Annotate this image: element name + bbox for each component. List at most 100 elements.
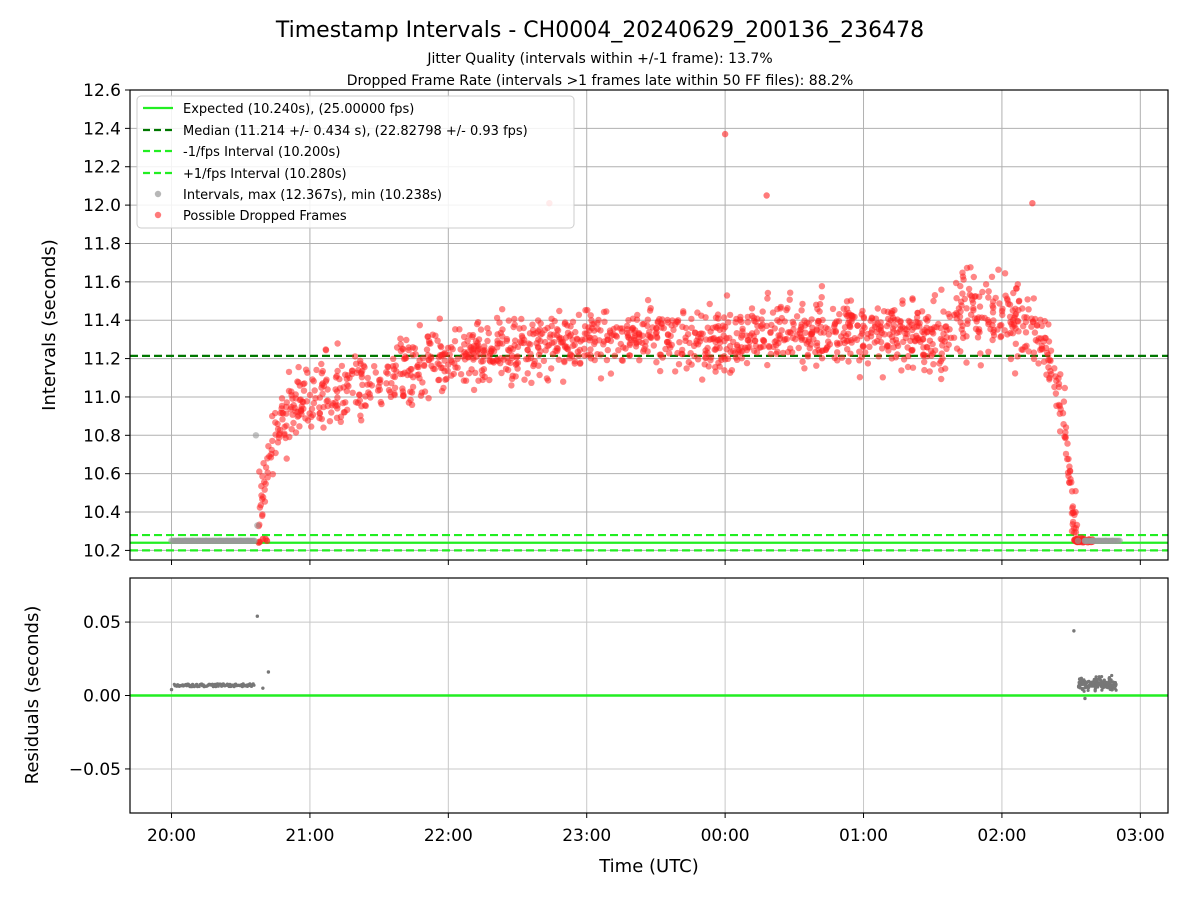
dropped-frame-point bbox=[783, 335, 790, 343]
dropped-frame-point bbox=[916, 323, 923, 330]
dropped-frame-point bbox=[885, 342, 892, 350]
dropped-frame-point bbox=[526, 330, 534, 337]
dropped-frame-point bbox=[848, 339, 855, 346]
dropped-frame-point bbox=[1015, 298, 1023, 305]
dropped-frame-point bbox=[754, 322, 761, 330]
dropped-frame-point bbox=[338, 362, 346, 370]
dropped-frame-point bbox=[376, 386, 383, 393]
dropped-frame-point bbox=[587, 312, 594, 319]
dropped-frame-point bbox=[283, 399, 290, 406]
dropped-frame-point bbox=[777, 303, 785, 311]
dropped-frame-point bbox=[537, 320, 544, 327]
dropped-frame-point bbox=[272, 431, 279, 438]
dropped-frame-point bbox=[675, 361, 683, 368]
dropped-frame-point bbox=[263, 537, 271, 545]
dropped-frame-point bbox=[644, 348, 651, 355]
dropped-frame-point bbox=[982, 281, 990, 288]
residual-point bbox=[1077, 680, 1081, 685]
dropped-frame-point bbox=[938, 366, 945, 374]
dropped-frame-point bbox=[721, 367, 728, 374]
dropped-frame-point bbox=[328, 409, 335, 416]
dropped-frame-point bbox=[540, 357, 548, 365]
dropped-frame-point bbox=[444, 344, 452, 352]
dropped-frame-point bbox=[879, 374, 886, 381]
dropped-frame-point bbox=[497, 360, 504, 367]
dropped-frame-point bbox=[921, 358, 928, 366]
dropped-frame-point bbox=[316, 409, 323, 417]
dropped-frame-point bbox=[976, 303, 984, 310]
dropped-frame-point bbox=[594, 351, 601, 358]
dropped-frame-point bbox=[308, 405, 316, 413]
dropped-frame-point bbox=[1021, 314, 1028, 321]
dropped-frame-point bbox=[866, 343, 873, 350]
residual-point bbox=[1103, 685, 1107, 689]
dropped-frame-point bbox=[508, 375, 516, 382]
dropped-frame-point bbox=[581, 345, 588, 352]
dropped-frame-point bbox=[786, 328, 793, 336]
residual-point bbox=[1082, 689, 1086, 693]
dropped-frame-point bbox=[816, 300, 824, 308]
dropped-frame-point bbox=[600, 341, 607, 348]
dropped-frame-point bbox=[901, 325, 908, 333]
interval-point bbox=[244, 537, 251, 544]
dropped-frame-point bbox=[603, 356, 611, 364]
dropped-frame-point bbox=[606, 327, 614, 334]
dropped-frame-point bbox=[388, 380, 395, 387]
dropped-frame-point bbox=[371, 363, 378, 370]
dropped-frame-point bbox=[964, 317, 971, 324]
dropped-frame-point bbox=[862, 349, 869, 356]
dropped-frame-point bbox=[431, 365, 438, 373]
dropped-frame-point bbox=[793, 331, 801, 338]
dropped-frame-point bbox=[423, 346, 431, 353]
dropped-frame-point bbox=[909, 296, 916, 303]
dropped-frame-point bbox=[311, 387, 318, 394]
residual-outlier bbox=[261, 686, 265, 690]
top-y-tick-label: 11.0 bbox=[83, 388, 121, 408]
dropped-frame-point bbox=[974, 334, 982, 341]
residual-point bbox=[1097, 675, 1101, 679]
dropped-frame-point bbox=[999, 311, 1006, 319]
interval-point bbox=[237, 537, 244, 544]
dropped-frame-point bbox=[425, 395, 432, 402]
dropped-frame-point bbox=[721, 130, 729, 138]
dropped-frame-point bbox=[544, 324, 551, 332]
dropped-frame-point bbox=[408, 401, 416, 408]
dropped-frame-point bbox=[881, 331, 888, 338]
dropped-frame-point bbox=[953, 345, 961, 352]
dropped-frame-point bbox=[699, 376, 706, 383]
dropped-frame-point bbox=[535, 328, 542, 335]
residual-point bbox=[1105, 681, 1109, 685]
dropped-frame-point bbox=[619, 357, 626, 364]
dropped-frame-point bbox=[472, 369, 479, 376]
dropped-frame-point bbox=[352, 399, 360, 406]
dropped-frame-point bbox=[995, 266, 1002, 273]
dropped-frame-point bbox=[507, 359, 514, 367]
dropped-frame-point bbox=[390, 366, 398, 373]
dropped-frame-point bbox=[682, 324, 690, 332]
dropped-frame-point bbox=[688, 361, 695, 368]
dropped-frame-point bbox=[1011, 370, 1019, 377]
dropped-frame-point bbox=[279, 409, 286, 416]
dropped-frame-point bbox=[1014, 353, 1021, 360]
dropped-frame-point bbox=[763, 192, 770, 199]
dropped-frame-point bbox=[412, 351, 419, 358]
dropped-frame-point bbox=[976, 329, 983, 336]
dropped-frame-point bbox=[407, 396, 414, 404]
dropped-frame-point bbox=[478, 367, 486, 374]
dropped-frame-point bbox=[319, 390, 326, 397]
dropped-frame-point bbox=[448, 358, 455, 366]
dropped-frame-point bbox=[857, 332, 864, 340]
dropped-frame-point bbox=[462, 350, 469, 357]
dropped-frame-point bbox=[1007, 318, 1014, 326]
dropped-frame-point bbox=[474, 346, 482, 353]
dropped-frame-point bbox=[296, 423, 303, 430]
dropped-frame-point bbox=[833, 339, 841, 346]
dropped-frame-point bbox=[841, 324, 849, 331]
dropped-frame-point bbox=[874, 305, 881, 312]
dropped-frame-point bbox=[553, 326, 561, 333]
dropped-frame-point bbox=[320, 424, 327, 431]
residual-point bbox=[1107, 676, 1111, 680]
dropped-frame-point bbox=[603, 308, 610, 315]
dropped-frame-point bbox=[529, 321, 536, 328]
dropped-frame-point bbox=[344, 372, 351, 379]
